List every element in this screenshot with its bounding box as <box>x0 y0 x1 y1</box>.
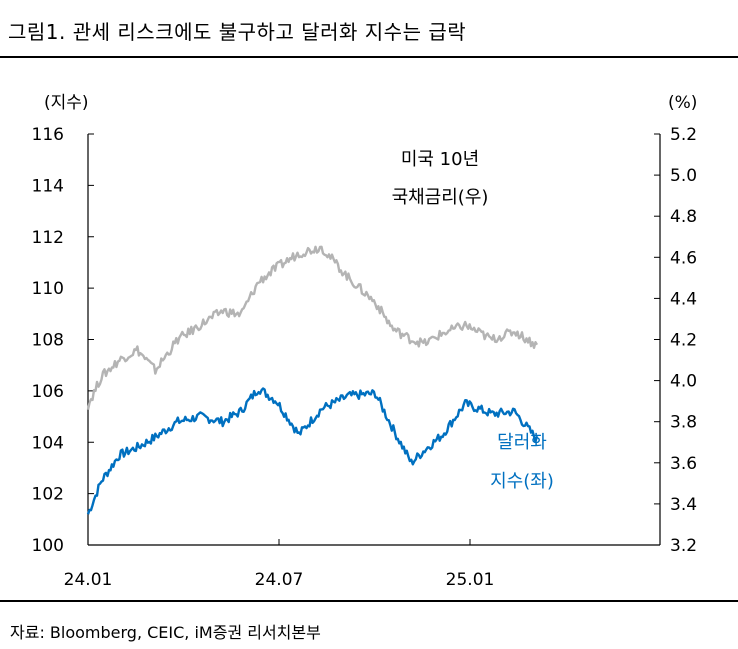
x-tick-label: 25.01 <box>446 570 495 590</box>
right-axis-unit: (%) <box>668 93 697 113</box>
right-tick-label: 3.8 <box>670 413 697 433</box>
yield-label-line2: 국채금리(우) <box>392 187 489 208</box>
right-tick-label: 3.2 <box>670 536 697 556</box>
figure-title: 그림1. 관세 리스크에도 불구하고 달러화 지수는 급락 <box>8 20 467 44</box>
right-tick-label: 4.6 <box>670 248 697 268</box>
left-tick-label: 110 <box>32 279 64 299</box>
right-tick-label: 4.8 <box>670 207 697 227</box>
right-tick-label: 4.2 <box>670 331 697 351</box>
source-note: 자료: Bloomberg, CEIC, iM증권 리서치본부 <box>10 623 321 642</box>
left-tick-label: 114 <box>32 176 64 196</box>
yield-series-line <box>86 245 539 411</box>
dxy-series-line <box>86 387 539 515</box>
left-tick-label: 100 <box>32 536 64 556</box>
left-tick-label: 108 <box>32 331 64 351</box>
left-tick-label: 112 <box>32 228 64 248</box>
yield-label-line1: 미국 10년 <box>401 149 479 170</box>
x-tick-label: 24.07 <box>255 570 304 590</box>
right-tick-label: 4.4 <box>670 289 697 309</box>
right-tick-label: 4.0 <box>670 372 697 392</box>
right-tick-label: 3.4 <box>670 495 697 515</box>
dxy-label-line2: 지수(좌) <box>490 471 554 492</box>
right-tick-label: 3.6 <box>670 454 697 474</box>
right-tick-label: 5.0 <box>670 166 697 186</box>
x-tick-label: 24.01 <box>64 570 113 590</box>
chart: 100 102 104 106 108 110 112 114 116 3.2 3.4 3.6 3.8 4… <box>32 93 698 590</box>
source-rule <box>0 600 738 602</box>
right-tick-label: 5.2 <box>670 125 697 145</box>
left-tick-label: 106 <box>32 382 64 402</box>
dxy-label-line1: 달러화 <box>497 432 547 453</box>
title-rule <box>0 56 738 58</box>
left-tick-label: 104 <box>32 433 64 453</box>
left-tick-label: 102 <box>32 485 64 505</box>
left-tick-label: 116 <box>32 125 64 145</box>
left-axis-unit: (지수) <box>44 93 89 113</box>
